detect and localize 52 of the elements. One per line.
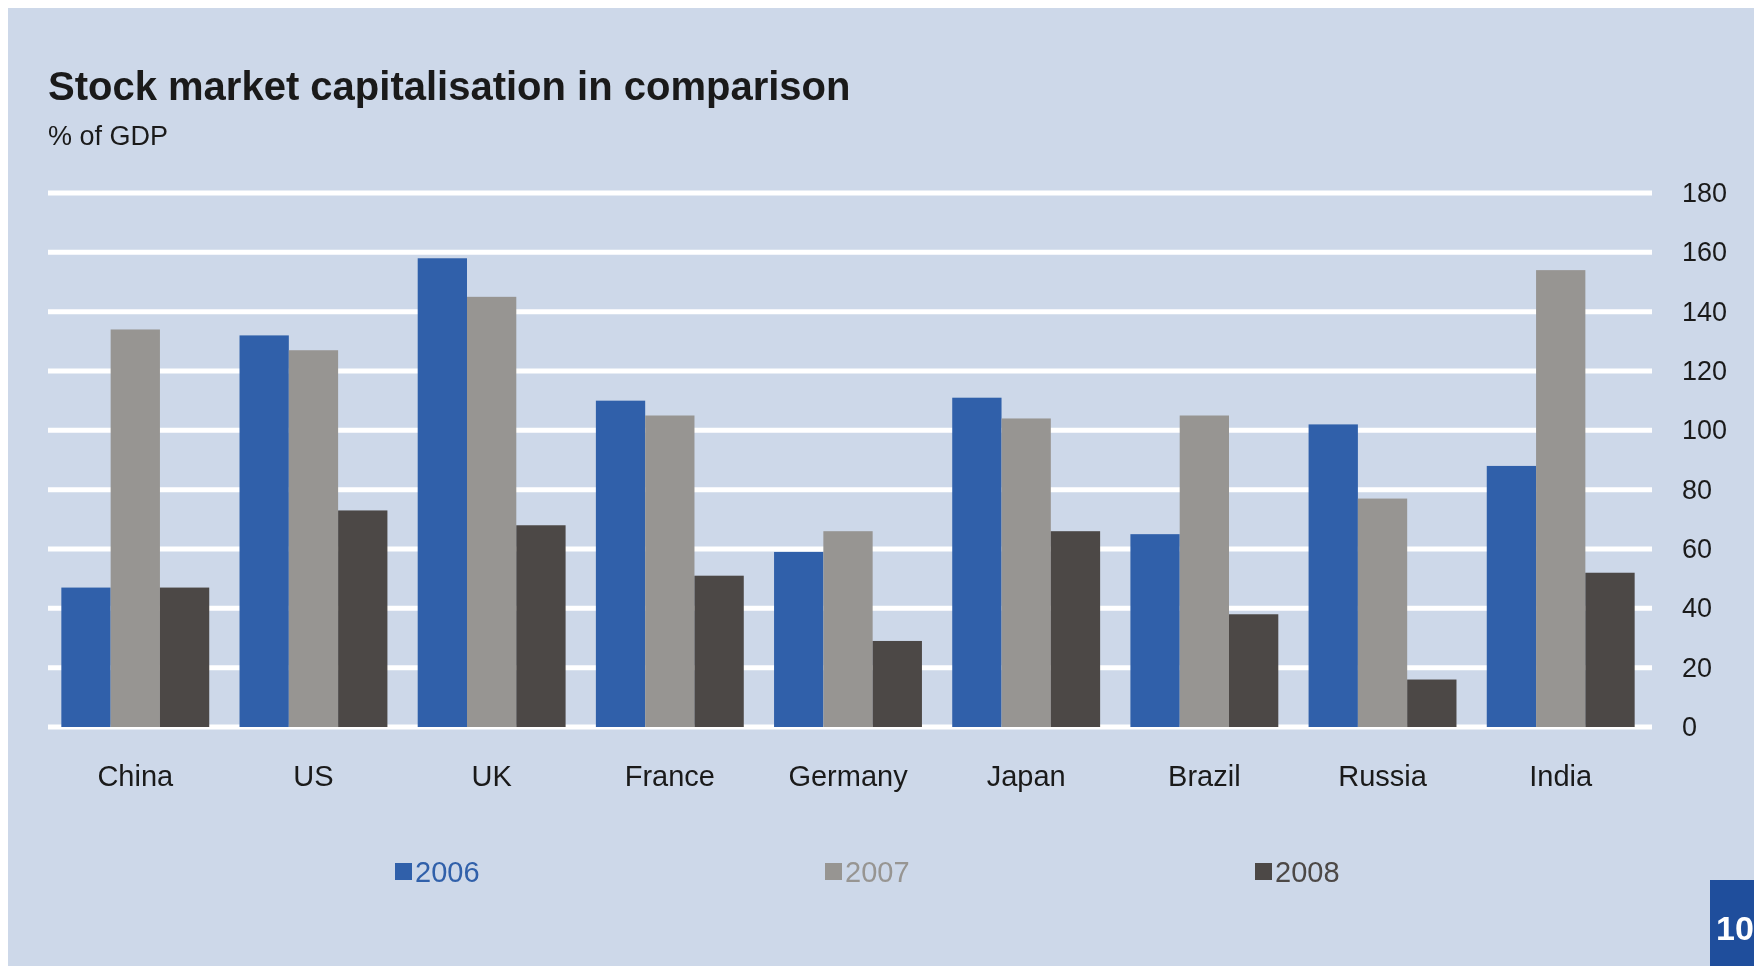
legend-label: 2008 — [1275, 856, 1340, 888]
bar — [1308, 424, 1358, 727]
bar — [159, 587, 210, 727]
x-tick-label: Japan — [986, 759, 1066, 792]
bar — [467, 296, 517, 727]
y-tick-label: 140 — [1682, 296, 1728, 327]
bar — [1486, 465, 1537, 727]
x-tick-label: Russia — [1338, 759, 1428, 792]
x-tick-label: China — [97, 759, 175, 792]
bar — [288, 350, 339, 727]
bar — [516, 525, 566, 727]
x-tick-label: UK — [471, 759, 513, 792]
bar — [774, 551, 824, 727]
chart-title: Stock market capitalisation in comparison — [48, 64, 851, 108]
x-tick-label: Germany — [788, 759, 909, 792]
x-tick-label: France — [624, 759, 715, 792]
bar — [1179, 415, 1230, 727]
bar — [1357, 498, 1408, 727]
bar — [1585, 572, 1635, 727]
bar — [239, 335, 289, 727]
text: 10 — [1716, 909, 1754, 947]
y-tick-label: 160 — [1682, 237, 1728, 268]
bar — [1050, 531, 1101, 727]
x-tick-label: US — [293, 759, 334, 792]
y-tick-label: 80 — [1682, 474, 1713, 505]
bar — [1001, 418, 1051, 727]
bar — [694, 575, 744, 727]
y-tick-label: 120 — [1682, 356, 1728, 387]
bar — [952, 397, 1002, 727]
bar — [872, 640, 922, 727]
bar — [61, 587, 111, 727]
bar — [823, 531, 873, 727]
y-tick-label: 180 — [1682, 178, 1728, 209]
legend-label: 2007 — [845, 856, 910, 888]
y-tick-label: 0 — [1682, 712, 1698, 743]
legend-label: 2006 — [415, 856, 480, 888]
y-tick-label: 100 — [1682, 415, 1728, 446]
bar — [110, 329, 160, 727]
bar — [1130, 534, 1180, 727]
bar — [645, 415, 695, 727]
y-tick-label: 40 — [1682, 593, 1713, 624]
y-tick-label: 60 — [1682, 534, 1713, 565]
x-tick-label: India — [1529, 759, 1594, 792]
bar — [1407, 679, 1457, 727]
chart-subtitle: % of GDP — [48, 121, 169, 151]
y-tick-label: 20 — [1682, 652, 1713, 683]
bar — [1229, 614, 1279, 727]
bar — [1536, 270, 1586, 727]
bar — [338, 510, 388, 727]
bar — [595, 400, 646, 727]
bar — [417, 258, 467, 727]
x-tick-label: Brazil — [1168, 759, 1241, 792]
